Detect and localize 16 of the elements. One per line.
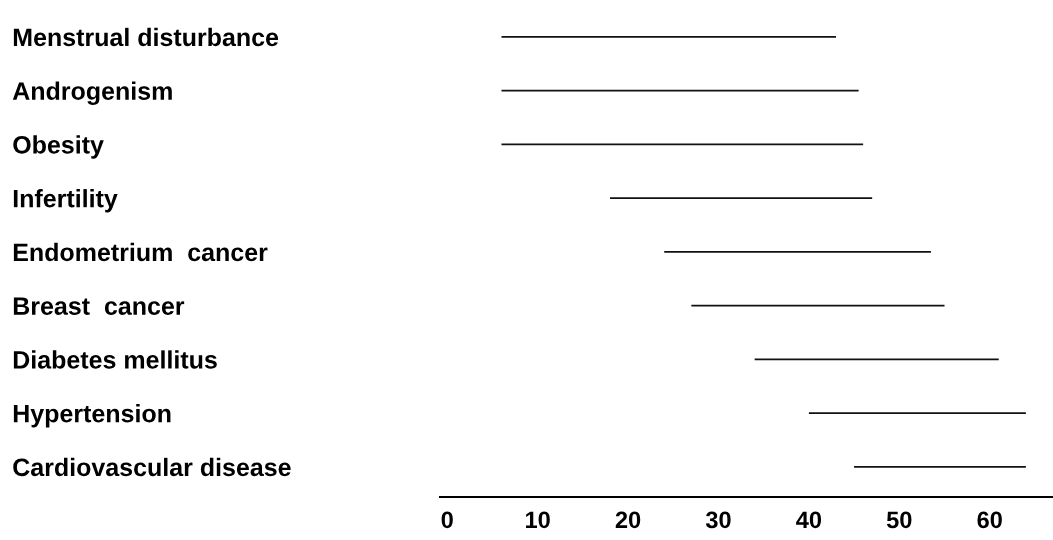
- y-tick-label: Obesity: [13, 135, 104, 159]
- x-tick-label: 50: [886, 511, 912, 529]
- y-tick-label: Endometrium cancer: [13, 242, 268, 262]
- x-tick-label: 30: [705, 511, 731, 529]
- y-tick-label: Breast cancer: [13, 297, 185, 315]
- y-tick-label: Hypertension: [13, 404, 171, 428]
- x-tick-label: 40: [796, 511, 822, 529]
- y-tick-label: Infertility: [13, 189, 118, 213]
- y-tick-label: Diabetes mellitus: [13, 350, 217, 369]
- x-tick-label: 60: [977, 511, 1002, 529]
- y-tick-label: Cardiovascular disease: [13, 457, 291, 477]
- y-tick-label: Androgenism: [12, 81, 172, 105]
- y-tick-label: Menstrual disturbance: [13, 27, 279, 47]
- x-tick-label: 0: [441, 511, 453, 529]
- x-tick-label: 10: [526, 511, 550, 529]
- x-tick-label: 20: [615, 511, 641, 529]
